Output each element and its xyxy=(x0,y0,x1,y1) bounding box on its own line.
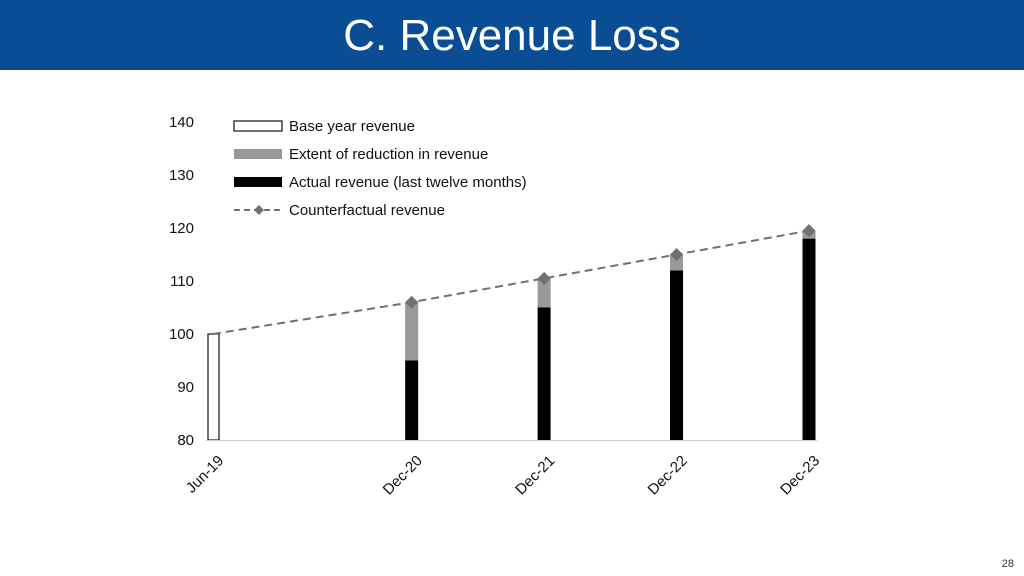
x-axis: Jun-19 Dec-20 Dec-21 Dec-22 Dec-23 xyxy=(183,440,823,498)
legend-label: Counterfactual revenue xyxy=(289,202,445,219)
bar-actual-revenue xyxy=(405,360,419,440)
legend-label: Extent of reduction in revenue xyxy=(289,146,488,163)
counterfactual-marker xyxy=(670,248,684,261)
bar-revenue-reduction xyxy=(670,254,684,271)
bar-actual-revenue xyxy=(670,270,684,440)
x-tick-label: Dec-23 xyxy=(777,452,823,498)
x-tick-label: Dec-22 xyxy=(645,452,691,498)
x-tick-label: Dec-20 xyxy=(380,452,426,498)
legend-swatch-counterfactual-marker xyxy=(254,205,264,215)
bar-revenue-reduction xyxy=(405,302,419,361)
y-axis: 80 90 100 110 120 130 140 xyxy=(169,114,194,449)
legend-swatch-base-year xyxy=(233,120,283,132)
y-tick-label: 120 xyxy=(169,220,194,237)
counterfactual-marker xyxy=(802,224,816,238)
legend-swatch-reduction xyxy=(234,149,282,159)
counterfactual-marker xyxy=(537,271,551,285)
x-tick-label: Jun-19 xyxy=(183,452,227,496)
page-number: 28 xyxy=(1001,558,1014,570)
legend-swatch-actual xyxy=(234,177,282,187)
bar-actual-revenue xyxy=(537,307,551,440)
x-tick-label: Dec-21 xyxy=(512,452,558,498)
counterfactual-line-layer xyxy=(212,224,816,335)
y-tick-label: 130 xyxy=(169,167,194,184)
counterfactual-marker xyxy=(405,295,419,309)
title-bar xyxy=(0,0,1024,70)
y-tick-label: 80 xyxy=(177,432,194,449)
bar-revenue-reduction xyxy=(537,278,551,308)
bars xyxy=(207,230,816,441)
counterfactual-line xyxy=(212,229,810,335)
revenue-chart: 80 90 100 110 120 130 140 Jun-19 Dec-20 Dec-21 De… xyxy=(169,114,823,498)
legend: Base year revenue Extent of reduction in … xyxy=(233,118,527,219)
legend-label: Base year revenue xyxy=(289,118,415,135)
y-tick-label: 100 xyxy=(169,326,194,343)
y-tick-label: 140 xyxy=(169,114,194,131)
bar-actual-revenue xyxy=(802,238,816,440)
slide-title: C. Revenue Loss xyxy=(343,11,681,60)
legend-label: Actual revenue (last twelve months) xyxy=(289,174,527,191)
bar-base-year xyxy=(207,333,220,441)
y-tick-label: 90 xyxy=(177,379,194,396)
y-tick-label: 110 xyxy=(170,273,194,290)
